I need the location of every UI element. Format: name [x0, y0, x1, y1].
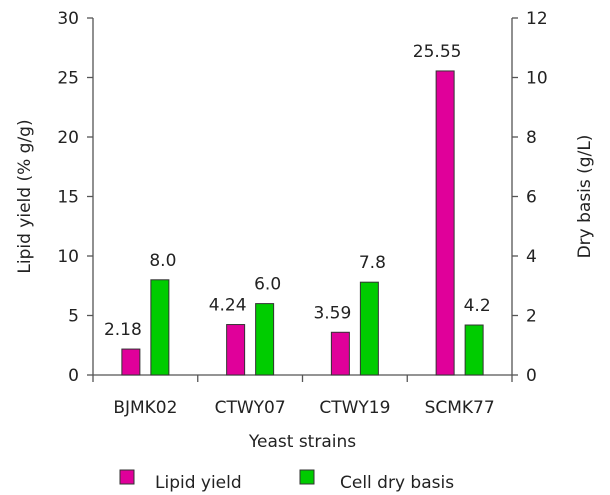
data-label-lipid-yield: 4.24 — [209, 296, 247, 316]
left-y-tick-label: 15 — [57, 188, 79, 208]
right-y-tick-label: 0 — [526, 366, 537, 386]
x-tick-label: SCMK77 — [425, 398, 495, 418]
x-axis-title: Yeast strains — [248, 432, 356, 452]
legend: Lipid yield Cell dry basis — [119, 469, 454, 493]
bar-lipid-yield — [435, 70, 455, 376]
axes: 0 5 10 15 20 25 30 0 2 4 6 8 10 12 BJMK02 CTWY07 CTWY19 S… — [57, 9, 547, 418]
legend-label: Cell dry basis — [340, 473, 454, 493]
x-tick-label: BJMK02 — [113, 398, 177, 418]
data-label-cell-dry-basis: 6.0 — [254, 275, 281, 295]
x-tick-label: CTWY07 — [215, 398, 286, 418]
left-y-tick-label: 20 — [57, 128, 79, 148]
right-y-tick-label: 2 — [526, 307, 537, 327]
data-label-cell-dry-basis: 7.8 — [359, 253, 386, 273]
left-y-tick-label: 30 — [57, 9, 79, 29]
bar-cell-dry-basis — [150, 279, 170, 376]
bar-lipid-yield — [226, 324, 246, 376]
bar-cell-dry-basis — [255, 303, 275, 376]
data-label-cell-dry-basis: 4.2 — [464, 296, 491, 316]
left-y-tick-label: 0 — [68, 366, 79, 386]
data-label-cell-dry-basis: 8.0 — [149, 251, 176, 271]
left-y-axis-title: Lipid yield (% g/g) — [15, 119, 35, 273]
bars — [121, 70, 484, 376]
bar-lipid-yield — [121, 348, 141, 376]
data-label-lipid-yield: 3.59 — [313, 303, 351, 323]
legend-label: Lipid yield — [155, 473, 242, 493]
right-y-tick-label: 4 — [526, 247, 537, 267]
right-y-tick-label: 12 — [526, 9, 548, 29]
x-tick-label: CTWY19 — [319, 398, 390, 418]
data-label-lipid-yield: 2.18 — [104, 320, 142, 340]
left-y-tick-label: 10 — [57, 247, 79, 267]
right-y-axis-title: Dry basis (g/L) — [575, 135, 595, 259]
left-y-tick-label: 25 — [57, 69, 79, 89]
right-y-tick-label: 10 — [526, 69, 548, 89]
right-y-tick-label: 8 — [526, 128, 537, 148]
bar-lipid-yield — [330, 331, 350, 376]
left-y-tick-label: 5 — [68, 307, 79, 327]
legend-swatch — [299, 469, 315, 485]
right-y-tick-label: 6 — [526, 188, 537, 208]
bar-cell-dry-basis — [359, 281, 379, 376]
bar-cell-dry-basis — [464, 324, 484, 376]
data-label-lipid-yield: 25.55 — [413, 42, 462, 62]
labels: 2.18 8.0 4.24 6.0 3.59 7.8 25.55 4.2 — [104, 42, 491, 340]
legend-swatch — [119, 469, 135, 485]
